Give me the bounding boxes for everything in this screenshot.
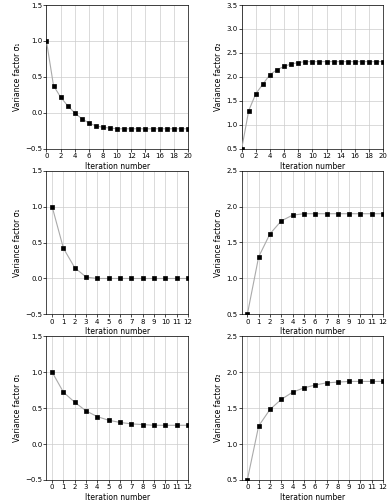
Y-axis label: Variance factor σ₁: Variance factor σ₁ [14,43,22,111]
Y-axis label: Variance factor σ₁: Variance factor σ₁ [14,374,22,442]
X-axis label: Iteration number
(a) REML: Iteration number (a) REML [85,162,150,182]
Y-axis label: Variance factor σ₁: Variance factor σ₁ [14,208,22,276]
Y-axis label: Variance factor σ₂: Variance factor σ₂ [214,374,223,442]
X-axis label: Iteration number
(f) modified EM-NN-VCE: Iteration number (f) modified EM-NN-VCE [267,493,358,500]
Y-axis label: Variance factor σ₂: Variance factor σ₂ [214,42,223,111]
Y-axis label: Variance factor σ₂: Variance factor σ₂ [214,208,223,277]
X-axis label: Iteration number
(e) modified EM-NN-VCE: Iteration number (e) modified EM-NN-VCE [71,493,163,500]
X-axis label: Iteration number
(d) NNLS-VCE: Iteration number (d) NNLS-VCE [280,328,345,347]
X-axis label: Iteration number
(b) REML: Iteration number (b) REML [280,162,345,182]
X-axis label: Iteration number
(c) NNLS-VCE: Iteration number (c) NNLS-VCE [85,328,150,347]
